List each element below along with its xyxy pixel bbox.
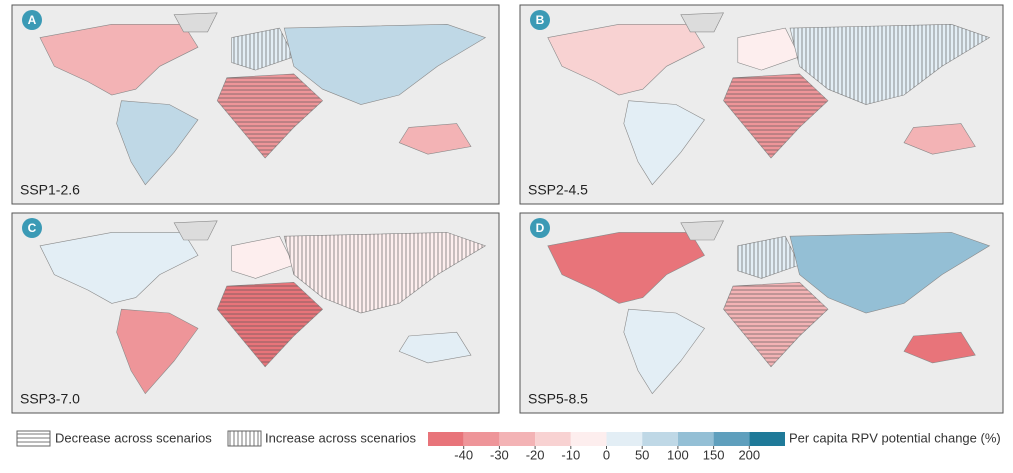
region [39, 23, 199, 96]
scenario-label: SSP1-2.6 [20, 182, 80, 198]
region [903, 331, 976, 364]
legend: Decrease across scenarios Increase acros… [16, 430, 1001, 462]
panel-badge [22, 10, 42, 30]
colorbar-swatch [535, 432, 571, 446]
increase-swatch [227, 430, 262, 447]
colorbar-tick-label: 0 [603, 447, 610, 462]
increase-label: Increase across scenarios [265, 430, 417, 445]
region [39, 232, 199, 304]
region [547, 23, 705, 96]
colorbar-swatch [606, 432, 643, 446]
colorbar-tick-label: -30 [490, 447, 509, 462]
region [623, 100, 705, 186]
map-panel: A SSP1-2.6 [11, 4, 500, 205]
region-hatch [723, 282, 828, 367]
colorbar-tick-label: -10 [561, 447, 580, 462]
panel-letter: D [536, 221, 545, 235]
region [680, 12, 724, 33]
colorbar-tick-label: -20 [526, 447, 545, 462]
colorbar-tick-label: 50 [635, 447, 649, 462]
decrease-label: Decrease across scenarios [55, 430, 212, 445]
region [116, 100, 199, 186]
decrease-swatch [16, 430, 51, 447]
colorbar-swatch [749, 432, 785, 446]
colorbar-tick-label: 100 [667, 447, 689, 462]
panel-letter: B [536, 13, 545, 27]
region [903, 123, 976, 155]
colorbar-swatch [570, 432, 607, 446]
panel-letter: C [28, 221, 37, 235]
scenario-label: SSP5-8.5 [528, 391, 588, 407]
colorbar-swatch [677, 432, 714, 446]
map-panel: D SSP5-8.5 [519, 212, 1004, 414]
region [173, 220, 218, 241]
region-hatch [790, 24, 990, 105]
colorbar-swatch [642, 432, 678, 446]
region [789, 232, 991, 314]
panel-badge [530, 10, 550, 30]
region [623, 308, 705, 395]
panel-badge [530, 218, 550, 238]
region [737, 27, 800, 71]
colorbar-tick-label: 200 [738, 447, 760, 462]
region-hatch [737, 236, 800, 279]
colorbar-swatch [713, 432, 750, 446]
colorbar-swatch [463, 432, 500, 446]
region-hatch [231, 28, 294, 71]
colorbar-tick-label: 150 [703, 447, 725, 462]
region-hatch [284, 232, 486, 313]
region [283, 23, 487, 105]
colorbar-swatch [499, 432, 536, 446]
panel-badge [22, 218, 42, 238]
region-hatch [217, 282, 323, 367]
scenario-label: SSP3-7.0 [20, 391, 80, 407]
region [231, 235, 295, 279]
region-hatch [723, 73, 828, 158]
region [398, 331, 472, 364]
colorbar-swatch [428, 432, 464, 446]
map-panel: C SSP3-7.0 [11, 212, 500, 414]
region-hatch [217, 73, 323, 158]
map-panel: B SSP2-4.5 [519, 4, 1004, 205]
region [116, 308, 199, 395]
region [173, 12, 218, 33]
region [398, 123, 472, 155]
panel-letter: A [28, 13, 37, 27]
colorbar-tick-label: -40 [454, 447, 473, 462]
colorbar-label: Per capita RPV potential change (%) [789, 430, 1001, 445]
scenario-label: SSP2-4.5 [528, 182, 588, 198]
region [680, 220, 724, 241]
region [547, 232, 705, 304]
